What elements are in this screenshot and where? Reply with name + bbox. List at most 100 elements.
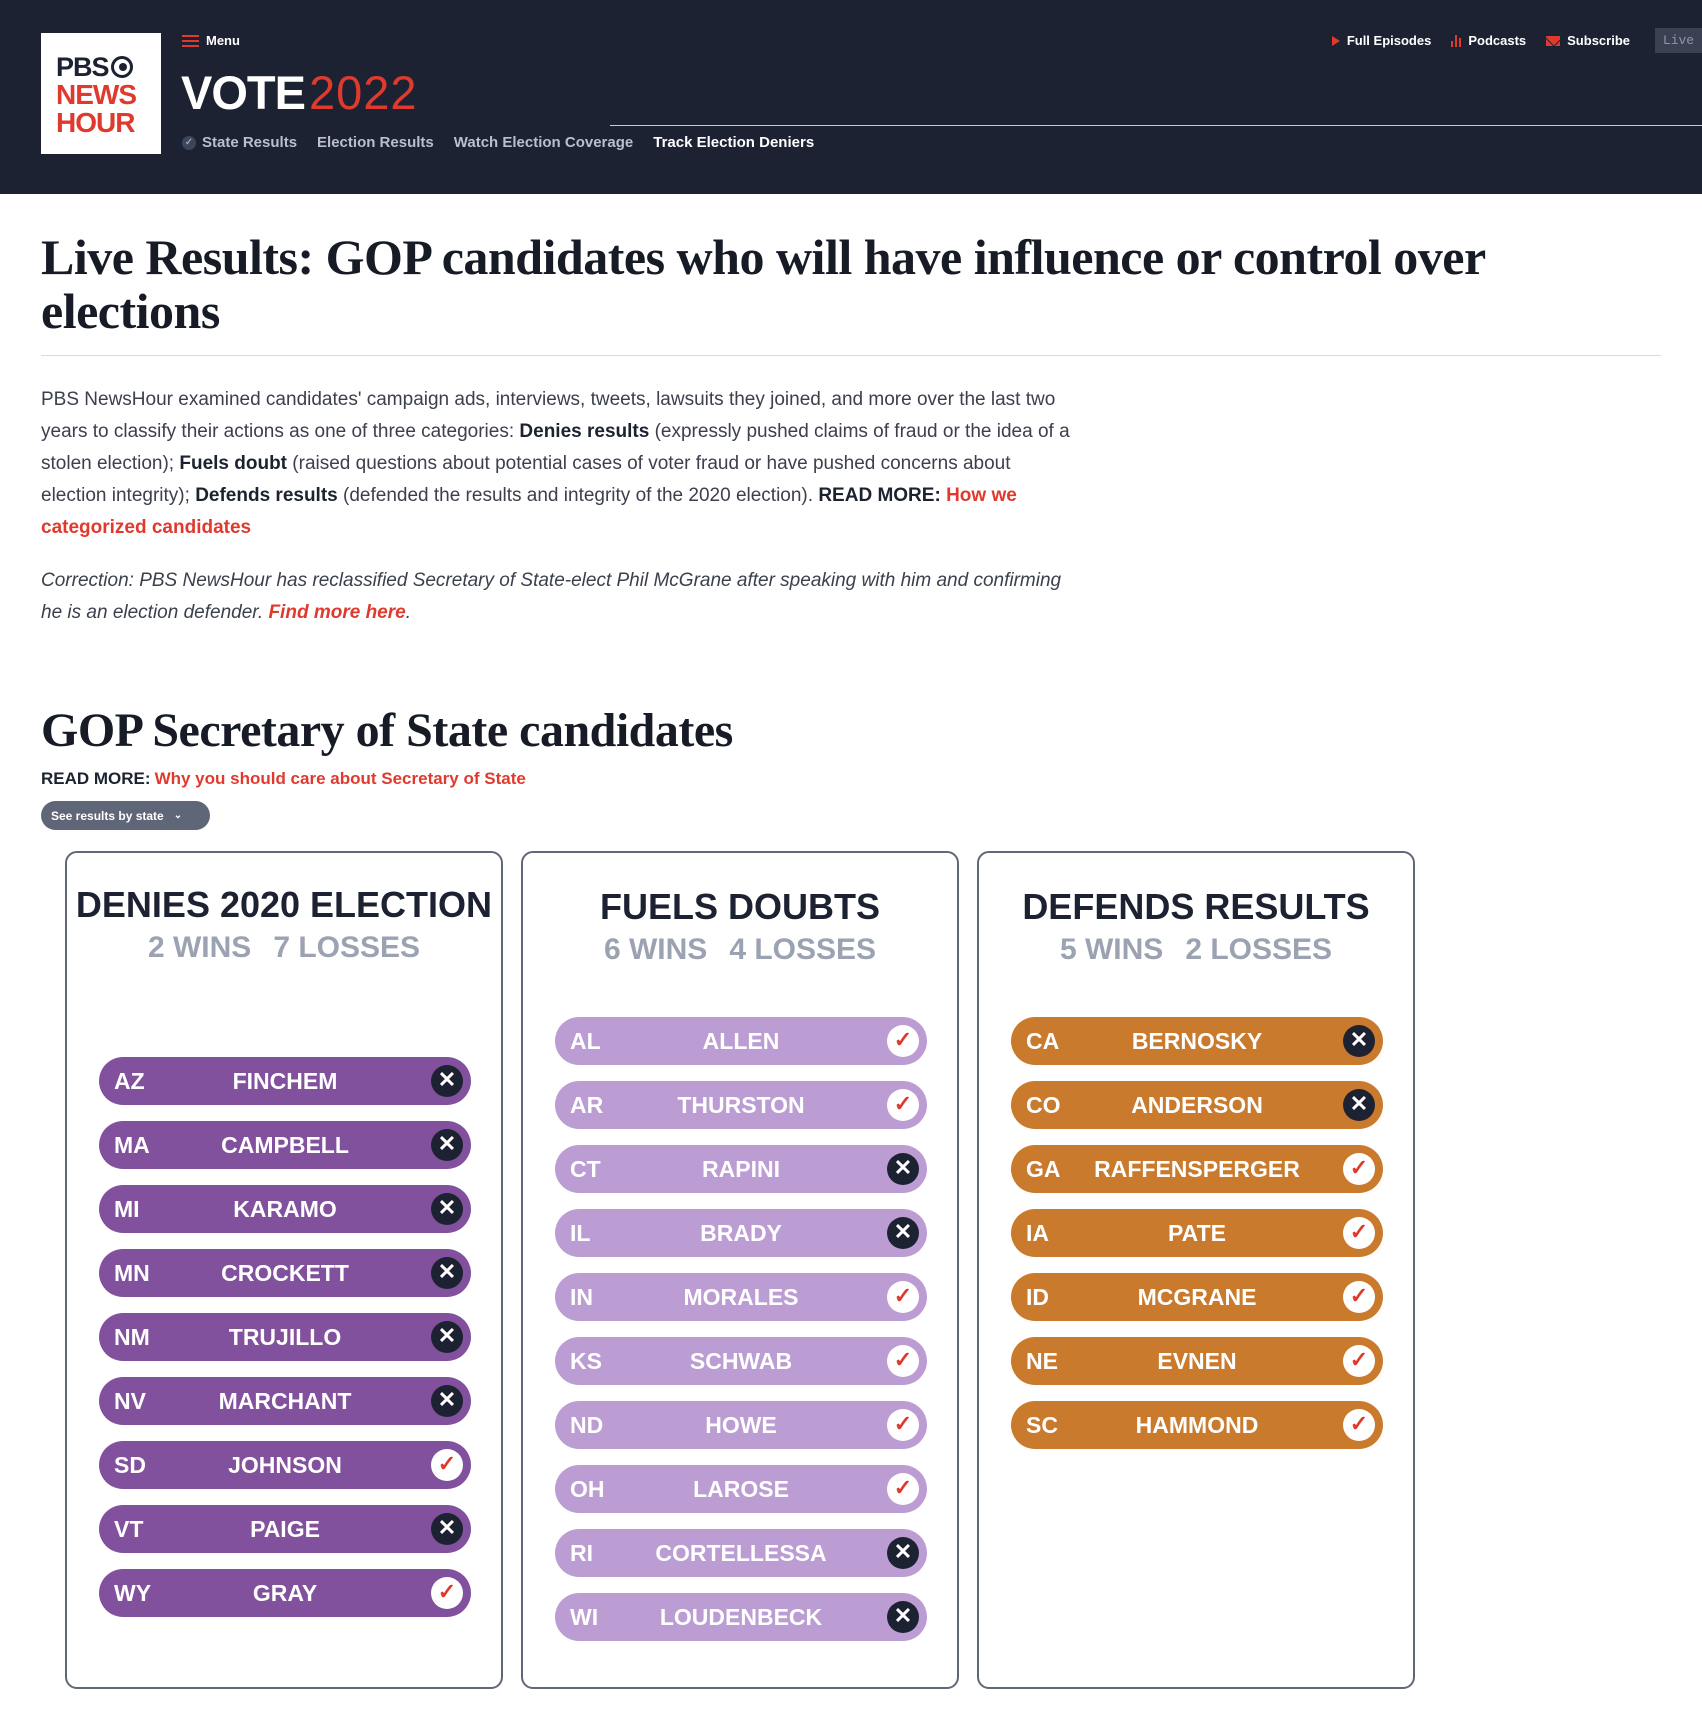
subnav-watch-coverage[interactable]: Watch Election Coverage: [454, 134, 634, 151]
logo-line-2: NEWS: [56, 79, 137, 110]
term-defends: Defends results: [195, 485, 338, 506]
won-check-icon: ✓: [1343, 1153, 1375, 1185]
candidate-name: FINCHEM: [232, 1067, 338, 1094]
categorized-candidates-link[interactable]: How we categorized candidates: [41, 485, 1017, 538]
candidate-row[interactable]: ND HOWE ✓: [555, 1401, 927, 1449]
subnav-election-results[interactable]: Election Results: [317, 134, 434, 151]
candidate-state: CT: [570, 1155, 601, 1182]
lost-x-icon: ✕: [431, 1065, 463, 1097]
candidate-name: CAMPBELL: [221, 1131, 349, 1158]
candidate-row[interactable]: AR THURSTON ✓: [555, 1081, 927, 1129]
subnav-label: Election Results: [317, 134, 434, 151]
candidate-row[interactable]: NV MARCHANT ✕: [99, 1377, 471, 1425]
lost-x-icon: ✕: [431, 1193, 463, 1225]
vote-year: 2022: [308, 66, 418, 119]
losses-count: 2 LOSSES: [1185, 933, 1333, 966]
candidate-row[interactable]: NE EVNEN ✓: [1011, 1337, 1383, 1385]
won-check-icon: ✓: [887, 1025, 919, 1057]
live-button[interactable]: Live: [1655, 28, 1702, 53]
candidate-name: MCGRANE: [1137, 1283, 1257, 1310]
candidate-row[interactable]: WY GRAY ✓: [99, 1569, 471, 1617]
lost-x-icon: ✕: [431, 1513, 463, 1545]
candidate-row[interactable]: WI LOUDENBECK ✕: [555, 1593, 927, 1641]
subnav-track-deniers[interactable]: Track Election Deniers: [653, 134, 814, 151]
candidate-list: CA BERNOSKY ✕ CO ANDERSON ✕ GA RAFFENSPERGER ✓ IA…: [1011, 1017, 1383, 1465]
section-title: GOP Secretary of State candidates: [41, 704, 733, 757]
won-check-icon: ✓: [887, 1473, 919, 1505]
subscribe-link[interactable]: Subscribe: [1546, 33, 1630, 48]
candidate-row[interactable]: VT PAIGE ✕: [99, 1505, 471, 1553]
secretary-of-state-link[interactable]: Why you should care about Secretary of S…: [154, 769, 526, 788]
candidate-row[interactable]: SD JOHNSON ✓: [99, 1441, 471, 1489]
candidate-name: LAROSE: [693, 1475, 789, 1502]
candidate-row[interactable]: MA CAMPBELL ✕: [99, 1121, 471, 1169]
vote-label: VOTE: [181, 66, 306, 119]
candidate-name: BRADY: [700, 1219, 782, 1246]
find-more-link[interactable]: Find more here: [268, 602, 406, 623]
full-episodes-link[interactable]: Full Episodes: [1331, 33, 1432, 48]
candidate-row[interactable]: CO ANDERSON ✕: [1011, 1081, 1383, 1129]
candidate-state: ID: [1026, 1283, 1049, 1310]
candidate-name: ANDERSON: [1131, 1091, 1263, 1118]
won-check-icon: ✓: [887, 1089, 919, 1121]
read-more-label: READ MORE:: [41, 769, 151, 788]
intro-text: (expressly pushed claims of fraud or the…: [41, 421, 1070, 474]
candidate-row[interactable]: IA PATE ✓: [1011, 1209, 1383, 1257]
candidate-state: CA: [1026, 1027, 1060, 1054]
candidate-state: AZ: [114, 1067, 145, 1094]
candidate-row[interactable]: SC HAMMOND ✓: [1011, 1401, 1383, 1449]
won-check-icon: ✓: [1343, 1217, 1375, 1249]
candidate-name: HAMMOND: [1135, 1411, 1259, 1438]
candidate-name: THURSTON: [677, 1091, 805, 1118]
candidate-row[interactable]: NM TRUJILLO ✕: [99, 1313, 471, 1361]
candidate-state: KS: [570, 1347, 602, 1374]
subnav-state-results[interactable]: ✓ State Results: [182, 134, 297, 151]
candidate-name: EVNEN: [1157, 1347, 1237, 1374]
candidate-name: PATE: [1168, 1219, 1226, 1246]
menu-button[interactable]: Menu: [182, 33, 240, 48]
candidate-row[interactable]: RI CORTELLESSA ✕: [555, 1529, 927, 1577]
section-read-more: READ MORE: Why you should care about Secr…: [41, 769, 526, 789]
candidate-state: SC: [1026, 1411, 1058, 1438]
correction-end: .: [405, 602, 411, 623]
link-label: Subscribe: [1567, 33, 1630, 48]
candidate-row[interactable]: MI KARAMO ✕: [99, 1185, 471, 1233]
won-check-icon: ✓: [431, 1449, 463, 1481]
candidate-state: AR: [570, 1091, 604, 1118]
page-title: Live Results: GOP candidates who will ha…: [41, 229, 1485, 339]
link-label: Full Episodes: [1346, 33, 1432, 48]
candidate-row[interactable]: GA RAFFENSPERGER ✓: [1011, 1145, 1383, 1193]
lost-x-icon: ✕: [1343, 1089, 1375, 1121]
candidate-row[interactable]: ID MCGRANE ✓: [1011, 1273, 1383, 1321]
candidate-state: CO: [1026, 1091, 1061, 1118]
candidate-row[interactable]: OH LAROSE ✓: [555, 1465, 927, 1513]
pbs-head-icon: [110, 56, 133, 78]
candidate-row[interactable]: KS SCHWAB ✓: [555, 1337, 927, 1385]
lost-x-icon: ✕: [887, 1217, 919, 1249]
candidate-row[interactable]: MN CROCKETT ✕: [99, 1249, 471, 1297]
candidate-row[interactable]: AZ FINCHEM ✕: [99, 1057, 471, 1105]
site-header: PBS NEWS HOUR Menu VOTE2022 ✓ State Resul…: [0, 0, 1702, 194]
intro-text: (raised questions about potential cases …: [41, 453, 1011, 506]
see-results-by-state-button[interactable]: See results by state ⌄: [41, 801, 210, 830]
candidate-row[interactable]: IN MORALES ✓: [555, 1273, 927, 1321]
candidate-row[interactable]: CT RAPINI ✕: [555, 1145, 927, 1193]
candidate-name: HOWE: [705, 1411, 777, 1438]
candidate-row[interactable]: IL BRADY ✕: [555, 1209, 927, 1257]
candidate-name: GRAY: [252, 1579, 318, 1606]
lost-x-icon: ✕: [431, 1129, 463, 1161]
lost-x-icon: ✕: [887, 1537, 919, 1569]
candidate-row[interactable]: AL ALLEN ✓: [555, 1017, 927, 1065]
candidate-state: AL: [570, 1027, 601, 1054]
column-title: DEFENDS RESULTS: [1022, 886, 1370, 927]
pbs-newshour-logo[interactable]: PBS NEWS HOUR: [41, 33, 161, 154]
podcasts-link[interactable]: Podcasts: [1451, 33, 1526, 48]
chevron-down-icon: ⌄: [173, 810, 183, 821]
vote-2022-title[interactable]: VOTE2022: [181, 66, 418, 120]
candidate-state: GA: [1026, 1155, 1061, 1182]
podcast-bars-icon: [1451, 34, 1462, 47]
candidate-row[interactable]: CA BERNOSKY ✕: [1011, 1017, 1383, 1065]
header-divider: [610, 125, 1702, 126]
candidate-state: VT: [114, 1515, 144, 1542]
candidate-state: WI: [570, 1603, 599, 1630]
